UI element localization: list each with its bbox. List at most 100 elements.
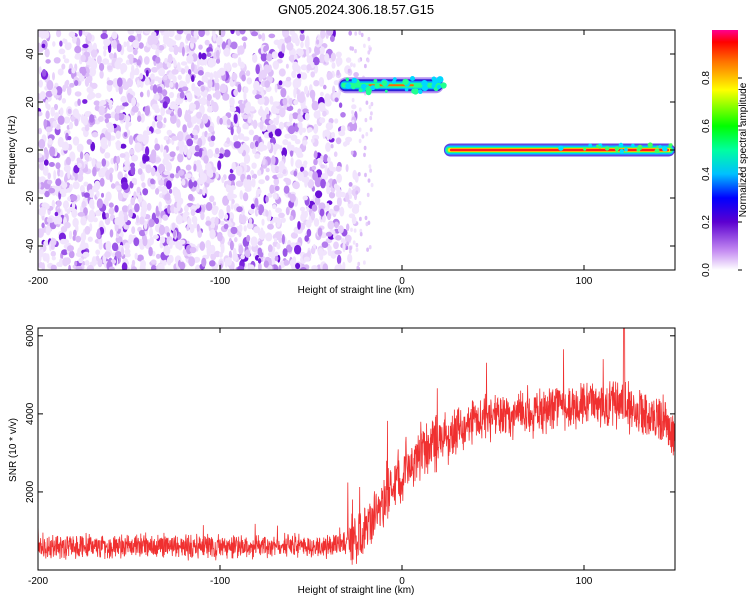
noise-blob [255,190,259,198]
noise-blob [218,251,223,258]
trace-sample [431,83,436,88]
noise-blob [41,43,46,49]
noise-blob [186,138,194,147]
trace-sample [663,147,668,152]
noise-blob [354,172,359,183]
noise-blob [219,220,225,226]
noise-blob [268,131,274,139]
noise-blob [282,30,290,38]
noise-blob [98,116,104,123]
noise-blob [242,114,249,120]
noise-blob [52,41,56,47]
noise-blob [162,101,168,109]
colorbar-tick-label: 0.2 [701,215,712,229]
trace-sample [598,145,602,149]
noise-blob [300,267,307,270]
noise-blob [239,30,246,35]
noise-blob [274,231,282,241]
noise-blob [206,52,212,57]
noise-blob [67,135,72,141]
noise-blob [104,113,112,119]
noise-blob [72,217,79,228]
noise-blob [345,136,353,143]
noise-blob [137,168,143,175]
noise-blob [96,55,102,65]
noise-blob [62,239,69,245]
noise-blob [131,226,136,235]
noise-blob [74,171,78,181]
trace-sample [619,149,624,154]
y-tick-label: 6000 [25,324,36,347]
noise-blob [38,127,42,135]
noise-blob [154,143,161,151]
noise-blob [106,80,114,86]
noise-blob [55,178,62,186]
noise-blob [237,45,245,55]
noise-blob [296,89,300,96]
noise-blob [242,123,249,130]
trace-sample [392,77,397,81]
noise-blob [269,95,274,105]
noise-blob [335,137,342,145]
noise-blob [191,75,195,82]
noise-blob [150,259,157,265]
noise-blob [302,195,308,201]
noise-blob [368,164,372,169]
noise-blob [155,205,159,216]
noise-blob [230,41,238,50]
noise-blob [219,83,227,94]
noise-blob [236,126,242,135]
noise-blob [139,161,143,168]
noise-blob [366,192,370,198]
noise-blob [271,51,279,59]
noise-blob [365,100,369,105]
noise-blob [199,97,207,106]
noise-blob [310,138,315,144]
noise-blob [243,91,247,101]
noise-blob [230,30,235,35]
noise-blob [66,86,72,96]
noise-blob [105,191,112,202]
noise-blob [322,263,329,270]
noise-blob [122,102,129,107]
noise-blob [198,148,203,158]
noise-blob [82,251,90,258]
noise-blob [197,70,204,76]
noise-blob [222,195,230,206]
noise-blob [208,171,214,178]
noise-blob [252,147,257,155]
noise-blob [259,204,265,214]
noise-blob [281,234,285,245]
noise-blob [81,66,87,77]
noise-blob [288,113,293,123]
noise-blob [167,53,173,64]
noise-blob [199,241,206,251]
noise-blob [364,117,368,123]
noise-blob [146,89,150,98]
y-tick-label: 20 [25,96,36,108]
noise-blob [40,249,44,257]
x-tick-label: 100 [576,276,593,287]
noise-blob [74,52,82,60]
noise-blob [278,265,282,270]
noise-blob [331,131,336,139]
noise-blob [86,32,93,42]
noise-blob [150,178,155,185]
noise-blob [250,169,255,176]
noise-blob [171,135,179,141]
noise-blob [320,91,324,97]
noise-blob [214,171,219,179]
noise-blob [130,162,135,168]
noise-blob [46,179,53,185]
noise-blob [209,244,216,255]
noise-blob [360,32,364,38]
noise-blob [49,146,56,157]
noise-blob [206,93,212,102]
trace-sample [668,143,672,148]
noise-blob [358,107,362,112]
noise-blob [364,172,367,178]
noise-blob [151,66,158,73]
noise-blob [121,205,129,213]
noise-blob [71,200,76,210]
noise-blob [244,249,251,258]
